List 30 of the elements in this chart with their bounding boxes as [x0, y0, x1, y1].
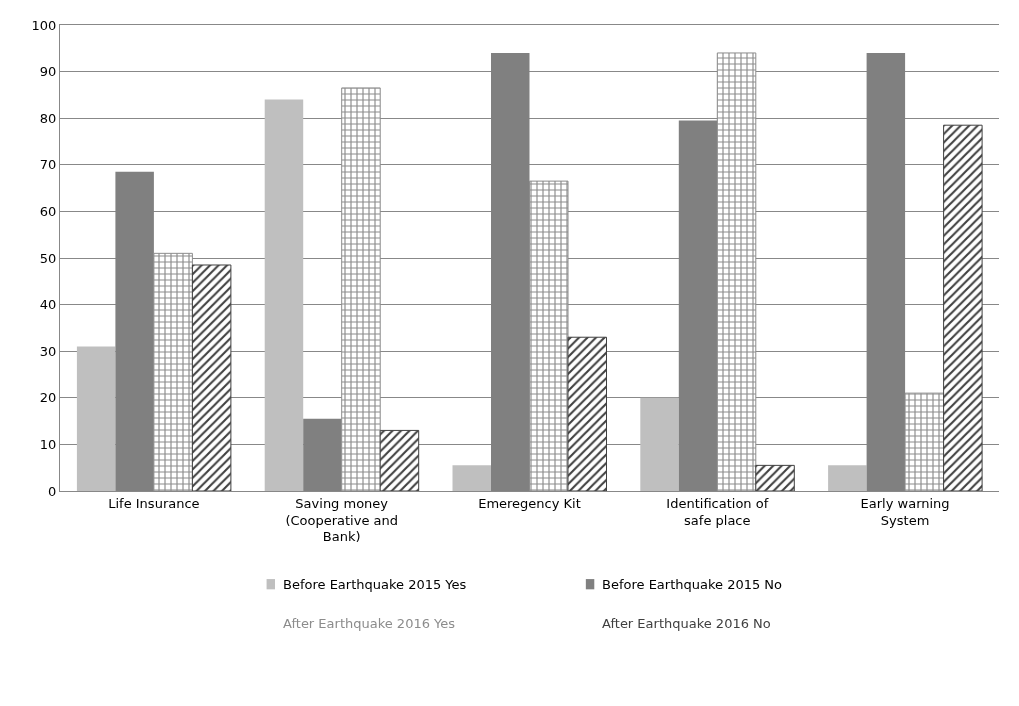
x-tick-label: Early warning System — [860, 495, 950, 528]
y-tick-label: 70 — [39, 157, 57, 173]
y-tick-label: 20 — [39, 390, 57, 406]
legend-label: Before Earthquake 2015 No — [602, 577, 783, 592]
x-tick-label: Life Insurance — [108, 495, 200, 511]
bar — [828, 465, 867, 491]
x-tick-label: Emeregency Kit — [478, 495, 581, 511]
bar — [452, 465, 491, 491]
y-tick-label: 50 — [39, 250, 57, 266]
y-tick-label: 40 — [39, 297, 57, 313]
x-tick-label: Identification of safe place — [666, 495, 769, 528]
text: After Earthquake 2016 No — [602, 616, 771, 631]
y-tick-label: 100 — [31, 17, 57, 33]
bar — [755, 464, 795, 491]
bar — [191, 264, 232, 491]
y-tick-label: 60 — [39, 203, 57, 219]
y-tick-label: 10 — [39, 436, 57, 452]
bar — [567, 336, 607, 491]
y-tick-label: 90 — [39, 64, 57, 80]
x-tick-label: Saving money (Cooperative and Bank) — [285, 495, 398, 545]
y-tick-label: 30 — [39, 343, 57, 359]
bar — [943, 124, 983, 491]
y-tick-label: 80 — [39, 110, 57, 126]
bar — [76, 346, 116, 491]
legend-label: Before Earthquake 2015 Yes — [283, 577, 467, 592]
y-tick-label: 0 — [48, 483, 57, 499]
bar — [264, 99, 304, 491]
text: After Earthquake 2016 Yes — [283, 616, 456, 631]
bar — [379, 429, 420, 491]
bar — [640, 397, 679, 491]
